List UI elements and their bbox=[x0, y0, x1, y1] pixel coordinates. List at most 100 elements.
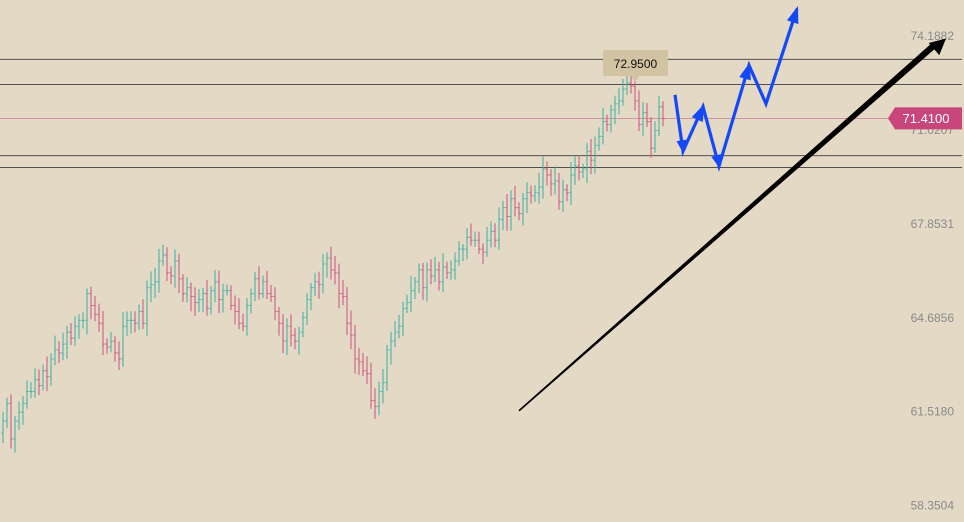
candle-134[interactable] bbox=[537, 172, 541, 204]
candle-31[interactable] bbox=[125, 311, 129, 336]
candle-61[interactable] bbox=[245, 298, 249, 336]
candle-125[interactable] bbox=[501, 200, 505, 231]
candle-113[interactable] bbox=[453, 252, 457, 280]
candle-96[interactable] bbox=[385, 344, 389, 391]
candle-18[interactable] bbox=[73, 316, 77, 346]
candle-94[interactable] bbox=[377, 381, 381, 416]
candle-48[interactable] bbox=[193, 287, 197, 317]
candle-22[interactable] bbox=[89, 286, 93, 320]
candle-150[interactable] bbox=[601, 107, 605, 145]
candle-74[interactable] bbox=[297, 326, 301, 355]
candle-98[interactable] bbox=[393, 320, 397, 348]
current-price-tag[interactable]: 71.4100 bbox=[888, 107, 962, 130]
candle-119[interactable] bbox=[477, 231, 481, 254]
candle-151[interactable] bbox=[605, 114, 609, 132]
candle-5[interactable] bbox=[21, 395, 25, 425]
candle-66[interactable] bbox=[265, 270, 269, 299]
candle-81[interactable] bbox=[325, 252, 329, 278]
candle-11[interactable] bbox=[45, 356, 49, 392]
candle-90[interactable] bbox=[361, 352, 365, 376]
candle-127[interactable] bbox=[509, 190, 513, 231]
candle-28[interactable] bbox=[113, 336, 117, 362]
candle-51[interactable] bbox=[205, 279, 209, 316]
candle-3[interactable] bbox=[13, 415, 17, 453]
candle-56[interactable] bbox=[225, 284, 229, 296]
candle-32[interactable] bbox=[129, 311, 133, 334]
candle-152[interactable] bbox=[609, 104, 613, 133]
candle-160[interactable] bbox=[641, 102, 645, 136]
candle-109[interactable] bbox=[437, 261, 441, 291]
candle-84[interactable] bbox=[337, 263, 341, 309]
candle-13[interactable] bbox=[53, 335, 57, 366]
candle-63[interactable] bbox=[253, 271, 257, 302]
candle-139[interactable] bbox=[557, 173, 561, 210]
candle-9[interactable] bbox=[37, 369, 41, 396]
candle-121[interactable] bbox=[485, 226, 489, 257]
candle-163[interactable] bbox=[653, 121, 657, 153]
candle-77[interactable] bbox=[309, 282, 313, 311]
candle-158[interactable] bbox=[633, 79, 637, 111]
candle-136[interactable] bbox=[545, 161, 549, 186]
candle-88[interactable] bbox=[353, 325, 357, 374]
candle-0[interactable] bbox=[1, 411, 5, 444]
candle-33[interactable] bbox=[133, 311, 137, 333]
candle-19[interactable] bbox=[77, 314, 81, 339]
candle-47[interactable] bbox=[189, 282, 193, 312]
candle-40[interactable] bbox=[161, 244, 165, 266]
candle-2[interactable] bbox=[9, 394, 13, 449]
candle-132[interactable] bbox=[529, 185, 533, 204]
candle-82[interactable] bbox=[329, 246, 333, 280]
candle-57[interactable] bbox=[229, 285, 233, 311]
candle-27[interactable] bbox=[109, 331, 113, 353]
candle-17[interactable] bbox=[69, 323, 73, 345]
candle-112[interactable] bbox=[449, 260, 453, 280]
candle-72[interactable] bbox=[289, 314, 293, 347]
candle-78[interactable] bbox=[313, 272, 317, 297]
candle-83[interactable] bbox=[333, 256, 337, 285]
candle-38[interactable] bbox=[153, 267, 157, 299]
candle-154[interactable] bbox=[617, 87, 621, 115]
candle-52[interactable] bbox=[209, 285, 213, 315]
candle-157[interactable] bbox=[629, 73, 633, 94]
candle-12[interactable] bbox=[49, 353, 53, 386]
candle-106[interactable] bbox=[425, 262, 429, 302]
candle-44[interactable] bbox=[177, 253, 181, 294]
candle-137[interactable] bbox=[549, 169, 553, 196]
candle-103[interactable] bbox=[413, 276, 417, 300]
candle-111[interactable] bbox=[445, 261, 449, 280]
candle-128[interactable] bbox=[513, 185, 517, 217]
candle-55[interactable] bbox=[221, 283, 225, 313]
candle-80[interactable] bbox=[321, 254, 325, 294]
candle-105[interactable] bbox=[421, 263, 425, 300]
candle-141[interactable] bbox=[565, 184, 569, 202]
candle-93[interactable] bbox=[373, 388, 377, 419]
candle-67[interactable] bbox=[269, 284, 273, 303]
candle-39[interactable] bbox=[157, 248, 161, 293]
candle-131[interactable] bbox=[525, 182, 529, 214]
candle-102[interactable] bbox=[409, 276, 413, 313]
candle-49[interactable] bbox=[197, 289, 201, 312]
candle-62[interactable] bbox=[249, 288, 253, 314]
candle-41[interactable] bbox=[165, 247, 169, 282]
candle-146[interactable] bbox=[585, 142, 589, 184]
candle-162[interactable] bbox=[649, 117, 653, 158]
candle-100[interactable] bbox=[401, 301, 405, 337]
candle-85[interactable] bbox=[341, 279, 345, 306]
candle-79[interactable] bbox=[317, 271, 321, 299]
candle-35[interactable] bbox=[141, 299, 145, 330]
candle-21[interactable] bbox=[85, 288, 89, 335]
candle-64[interactable] bbox=[257, 266, 261, 300]
candle-76[interactable] bbox=[305, 293, 309, 325]
candle-153[interactable] bbox=[613, 95, 617, 125]
candle-75[interactable] bbox=[301, 312, 305, 338]
candle-145[interactable] bbox=[581, 163, 585, 178]
candle-14[interactable] bbox=[57, 341, 61, 364]
candle-165[interactable] bbox=[661, 101, 665, 127]
candle-97[interactable] bbox=[389, 331, 393, 365]
candle-23[interactable] bbox=[93, 296, 97, 322]
candle-37[interactable] bbox=[149, 271, 153, 303]
candle-108[interactable] bbox=[433, 256, 437, 283]
candle-156[interactable] bbox=[625, 73, 629, 96]
candle-65[interactable] bbox=[261, 275, 265, 299]
